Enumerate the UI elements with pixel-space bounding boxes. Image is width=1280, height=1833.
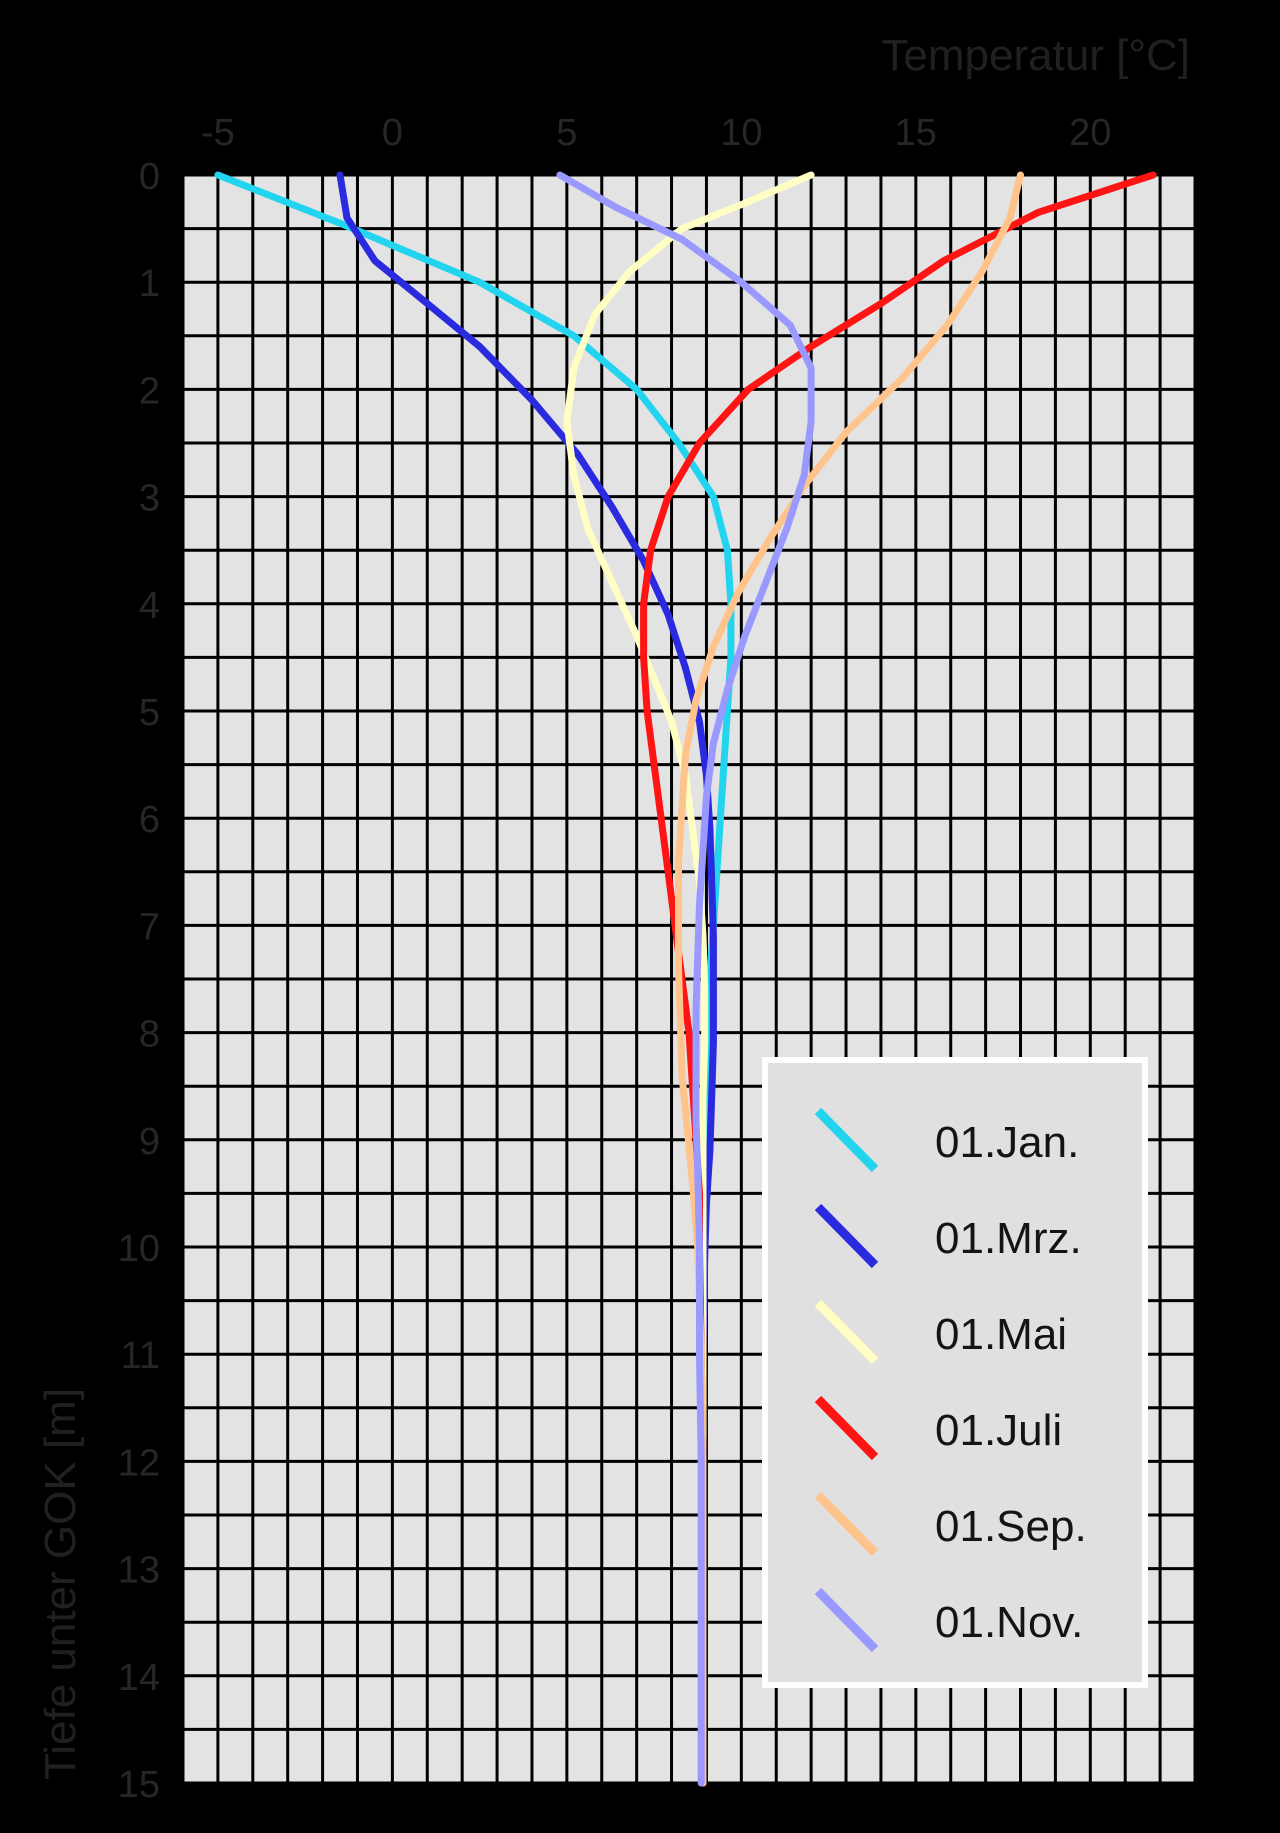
y-tick-label: 7 <box>139 906 160 948</box>
legend-label: 01.Sep. <box>935 1502 1087 1551</box>
y-tick-label: 9 <box>139 1121 160 1163</box>
y-tick-label: 14 <box>118 1657 160 1699</box>
legend-label: 01.Juli <box>935 1406 1062 1455</box>
legend-label: 01.Mrz. <box>935 1214 1082 1263</box>
legend-label: 01.Jan. <box>935 1118 1079 1167</box>
y-tick-label: 2 <box>139 370 160 412</box>
x-tick-label: -5 <box>201 112 235 154</box>
legend-swatch <box>814 1299 879 1365</box>
legend-swatch <box>814 1203 879 1269</box>
legend-box <box>762 1057 1148 1688</box>
x-tick-label: 20 <box>1069 112 1111 154</box>
series-line <box>556 171 815 1787</box>
legend-label: 01.Mai <box>935 1310 1067 1359</box>
y-tick-label: 4 <box>139 585 160 627</box>
legend-swatch <box>814 1107 879 1173</box>
legend: 01.Jan. 01.Mrz. 01.Mai 01.Juli 01.Sep. 01.Nov… <box>762 1057 1148 1688</box>
y-tick-label: 11 <box>121 1335 160 1377</box>
y-tick-label: 12 <box>118 1442 160 1484</box>
y-tick-label: 10 <box>118 1228 160 1270</box>
x-axis-title: Temperatur [°C] <box>881 31 1190 80</box>
legend-swatch <box>814 1491 879 1557</box>
y-tick-label: 6 <box>139 799 160 841</box>
y-tick-label: 15 <box>118 1764 160 1806</box>
legend-label: 01.Nov. <box>935 1598 1083 1647</box>
y-tick-label: 3 <box>139 478 160 520</box>
y-tick-label: 5 <box>139 692 160 734</box>
y-axis-title: Tiefe unter GOK [m] <box>36 1388 85 1780</box>
x-tick-label: 0 <box>382 112 403 154</box>
x-tick-label: 10 <box>720 112 762 154</box>
x-tick-label: 5 <box>556 112 577 154</box>
legend-swatch <box>814 1587 879 1653</box>
legend-items: 01.Jan. 01.Mrz. 01.Mai 01.Juli 01.Sep. 01.Nov… <box>814 1107 1087 1653</box>
y-tick-label: 1 <box>139 263 160 305</box>
data-series <box>214 171 1157 1787</box>
y-tick-label: 0 <box>139 156 160 198</box>
x-tick-label: 15 <box>895 112 937 154</box>
y-tick-label: 13 <box>118 1550 160 1592</box>
legend-swatch <box>814 1395 879 1461</box>
y-tick-label: 8 <box>139 1014 160 1056</box>
